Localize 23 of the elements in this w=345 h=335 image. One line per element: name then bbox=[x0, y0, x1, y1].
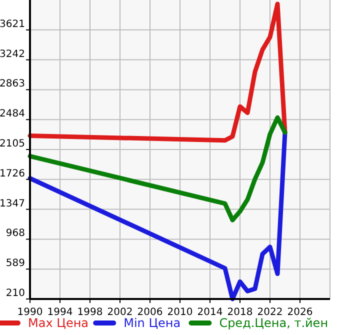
x-tick-label: 2014 bbox=[197, 307, 223, 318]
x-tick-label: 2022 bbox=[257, 307, 283, 318]
y-tick-label: 2105 bbox=[0, 138, 25, 150]
x-tick-label: 2026 bbox=[287, 307, 313, 318]
legend-label: Сред.Цена, т.йен bbox=[219, 316, 328, 330]
x-tick-label: 1990 bbox=[17, 307, 43, 318]
x-tick-label: 2010 bbox=[167, 307, 193, 318]
y-tick-label: 210 bbox=[6, 288, 25, 299]
y-tick-label: 3621 bbox=[0, 18, 25, 30]
x-tick-label: 2018 bbox=[227, 307, 253, 318]
y-tick-label: 1726 bbox=[0, 168, 25, 180]
x-tick-label: 2006 bbox=[137, 307, 163, 318]
x-tick-label: 2002 bbox=[107, 307, 133, 318]
legend-label: Max Цена bbox=[28, 316, 89, 330]
y-tick-label: 2863 bbox=[0, 78, 25, 90]
y-tick-label: 3242 bbox=[0, 48, 25, 60]
legend-label: Min Цена bbox=[124, 316, 181, 330]
x-tick-label: 1998 bbox=[77, 307, 103, 318]
y-tick-label: 2484 bbox=[0, 108, 25, 120]
y-tick-label: 1347 bbox=[0, 198, 25, 210]
x-tick-label: 1994 bbox=[47, 307, 73, 318]
y-tick-label: 589 bbox=[6, 258, 25, 270]
y-tick-label: 968 bbox=[6, 228, 25, 240]
